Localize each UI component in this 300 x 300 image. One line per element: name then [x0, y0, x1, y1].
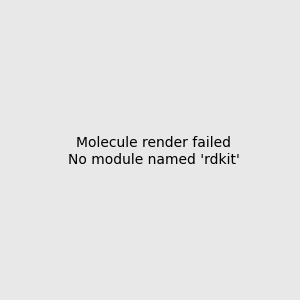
Text: Molecule render failed
No module named 'rdkit': Molecule render failed No module named '…: [68, 136, 240, 166]
